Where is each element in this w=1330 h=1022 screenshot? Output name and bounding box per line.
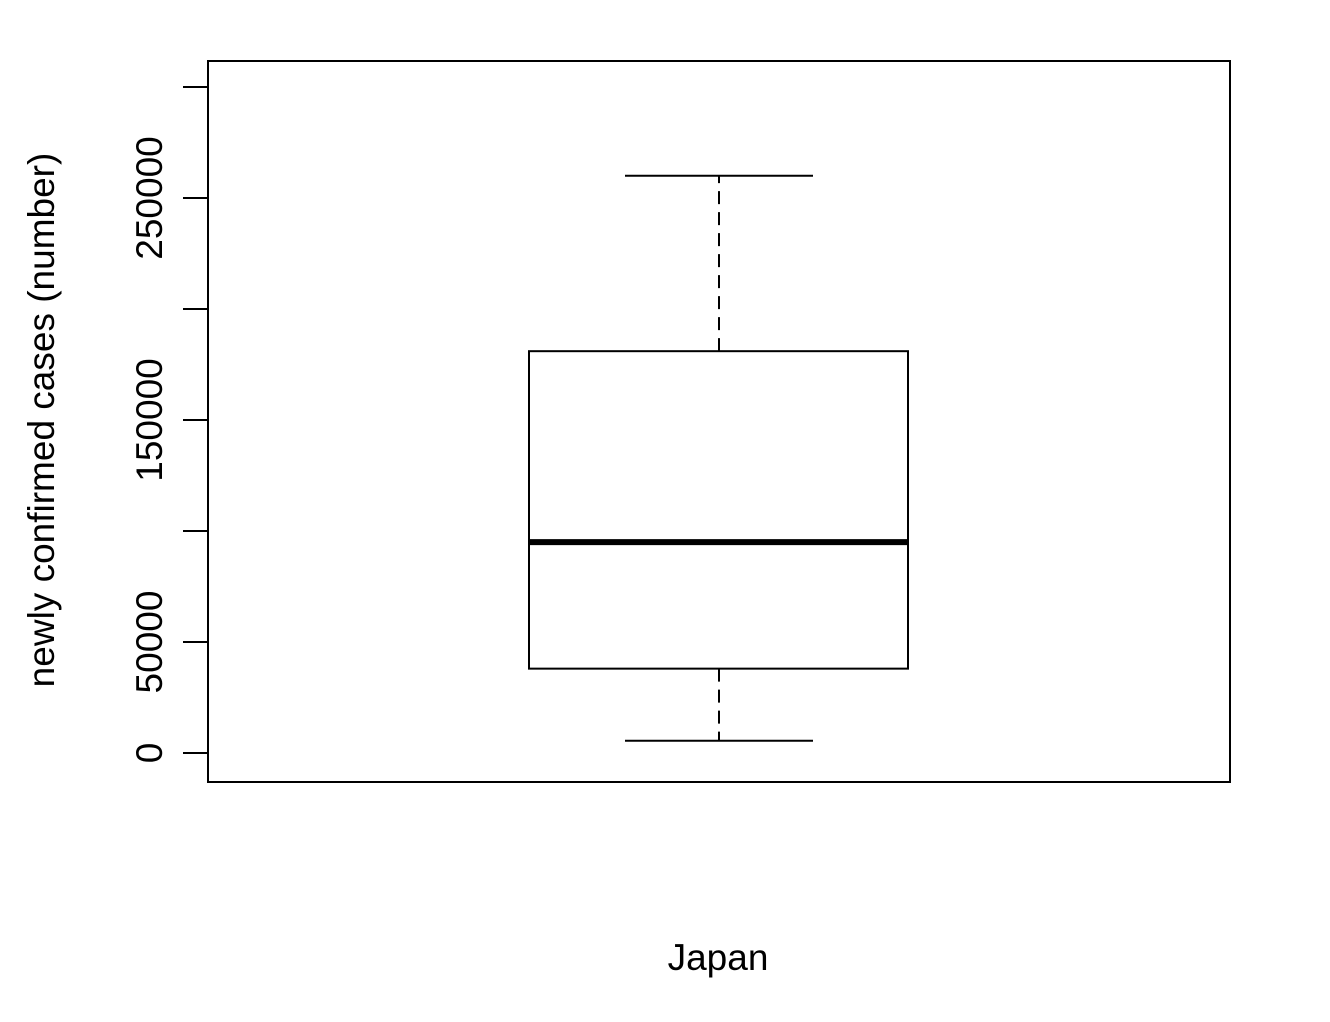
- iqr-box: [528, 350, 909, 670]
- y-tick-label: 50000: [129, 591, 170, 694]
- y-axis-title: newly confirmed cases (number): [21, 153, 62, 688]
- plot-frame: [207, 60, 1231, 783]
- y-tick-label: 250000: [129, 136, 170, 259]
- x-axis-title: Japan: [668, 937, 769, 978]
- y-tick-label: 150000: [129, 358, 170, 481]
- y-tick-label: 0: [129, 743, 170, 764]
